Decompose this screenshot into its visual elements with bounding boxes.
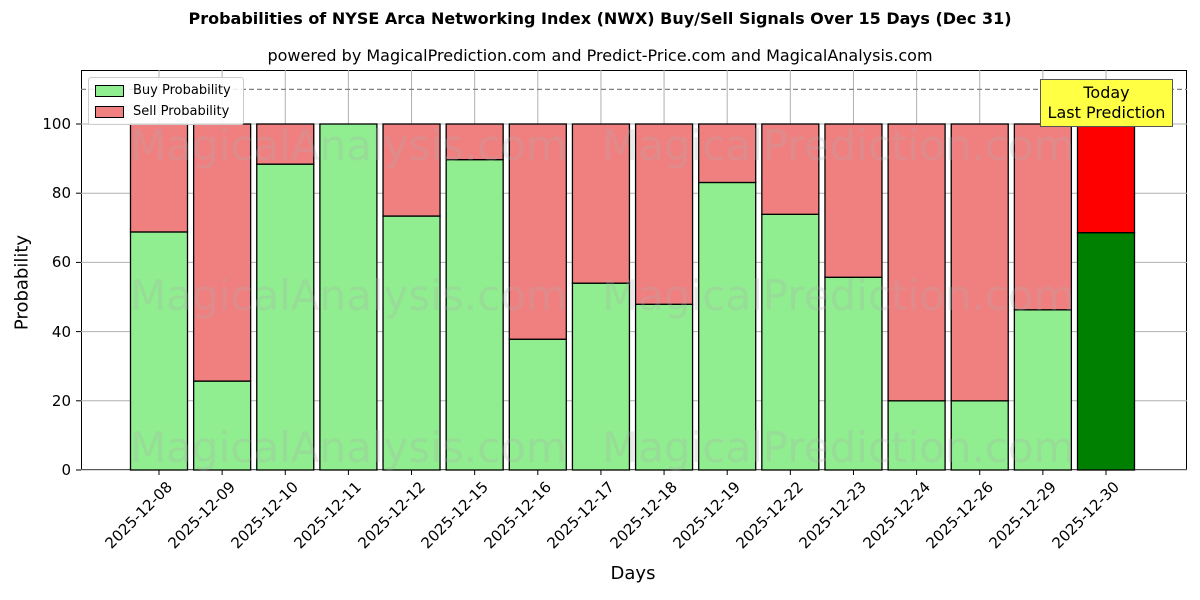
annotation-line-1: Today xyxy=(1083,83,1130,102)
buy-bar xyxy=(761,213,820,471)
plot-area: MagicalAnalysis.com MagicalAnalysis.com Ma… xyxy=(76,70,1187,475)
buy-bar xyxy=(445,158,504,471)
x-tick-label: 2025-12-10 xyxy=(227,478,303,553)
x-tick-label: 2025-12-17 xyxy=(543,478,618,553)
sell-bar xyxy=(129,123,189,233)
legend-label-sell: Sell Probability xyxy=(133,104,230,119)
bar-stack-2025-12-24 xyxy=(887,123,946,471)
x-tick-label: 2025-12-26 xyxy=(922,478,997,553)
x-tick-label: 2025-12-24 xyxy=(859,478,934,553)
sell-bar xyxy=(192,123,252,382)
sell-bar xyxy=(508,123,567,340)
buy-bar xyxy=(256,163,315,471)
sell-bar xyxy=(761,123,820,215)
sell-bar xyxy=(571,123,631,284)
y-axis-label: Probability xyxy=(11,234,33,331)
y-tick-label: 0 xyxy=(61,461,71,479)
x-tick-label: 2025-12-29 xyxy=(985,478,1060,553)
x-tick-label: 2025-12-11 xyxy=(290,478,366,553)
buy-bar xyxy=(698,181,757,471)
x-tick-label: 2025-12-15 xyxy=(417,478,492,553)
chart-title: Probabilities of NYSE Arca Networking In… xyxy=(188,9,1012,28)
bar-stack-2025-12-23 xyxy=(824,123,883,471)
bar-stack-2025-12-11 xyxy=(319,123,378,471)
legend-label-buy: Buy Probability xyxy=(133,83,231,98)
x-tick-label: 2025-12-30 xyxy=(1048,478,1123,553)
today-annotation: Today Last Prediction xyxy=(1040,79,1173,127)
x-tick-label: 2025-12-18 xyxy=(606,478,681,553)
legend: Buy Probability Sell Probability xyxy=(88,77,244,125)
bar-stack-2025-12-29 xyxy=(1013,123,1073,471)
y-tick-label: 60 xyxy=(51,253,71,272)
sell-bar xyxy=(1013,123,1073,311)
y-tick-label: 100 xyxy=(42,115,71,133)
x-tick-label: 2025-12-22 xyxy=(732,478,808,553)
sell-bar xyxy=(445,123,504,161)
buy-bar xyxy=(129,231,189,471)
bar-stack-2025-12-22 xyxy=(761,123,820,471)
sell-swatch-icon xyxy=(95,105,124,118)
sell-bar xyxy=(824,123,883,278)
x-tick-label: 2025-12-16 xyxy=(480,478,555,553)
bar-stack-2025-12-30 xyxy=(1076,123,1136,471)
x-tick-label: 2025-12-23 xyxy=(795,478,871,553)
bar-stack-2025-12-09 xyxy=(192,123,252,471)
legend-item-sell: Sell Probability xyxy=(95,104,229,119)
bar-stack-2025-12-12 xyxy=(382,123,441,471)
buy-bar xyxy=(192,380,252,471)
bar-stack-2025-12-15 xyxy=(445,123,504,471)
bar-stack-2025-12-17 xyxy=(571,123,631,471)
sell-bar xyxy=(887,123,946,402)
bars-canvas xyxy=(76,70,1187,475)
y-tick-label: 80 xyxy=(51,184,71,203)
buy-bar xyxy=(634,303,694,471)
annotation-line-2: Last Prediction xyxy=(1047,103,1166,122)
buy-bar xyxy=(571,282,631,471)
y-tick-label: 40 xyxy=(51,322,71,341)
bar-stack-2025-12-26 xyxy=(950,123,1009,471)
bar-stack-2025-12-19 xyxy=(698,123,757,471)
x-tick-label: 2025-12-09 xyxy=(164,478,240,553)
sell-bar xyxy=(634,123,694,305)
buy-bar xyxy=(824,276,883,471)
x-tick-label: 2025-12-19 xyxy=(669,478,745,553)
buy-bar xyxy=(319,123,378,471)
sell-bar xyxy=(256,123,315,165)
buy-bar xyxy=(950,400,1009,471)
bar-stack-2025-12-18 xyxy=(634,123,694,471)
sell-bar xyxy=(382,123,441,217)
buy-bar xyxy=(382,215,441,471)
x-tick-label: 2025-12-12 xyxy=(354,478,429,553)
y-tick-label: 20 xyxy=(51,391,71,410)
sell-bar xyxy=(1076,123,1136,234)
x-tick-label: 2025-12-08 xyxy=(101,478,176,553)
buy-bar xyxy=(887,400,946,471)
buy-bar xyxy=(508,338,567,471)
sell-bar xyxy=(698,123,757,184)
buy-swatch-icon xyxy=(95,84,124,97)
sell-bar xyxy=(950,123,1009,402)
bar-stack-2025-12-08 xyxy=(129,123,189,471)
x-axis-label: Days xyxy=(610,563,656,584)
legend-item-buy: Buy Probability xyxy=(95,83,231,98)
chart-subtitle: powered by MagicalPrediction.com and Pre… xyxy=(267,46,933,65)
buy-bar xyxy=(1013,309,1073,471)
bar-stack-2025-12-10 xyxy=(256,123,315,471)
bar-stack-2025-12-16 xyxy=(508,123,567,471)
buy-bar xyxy=(1076,231,1136,471)
